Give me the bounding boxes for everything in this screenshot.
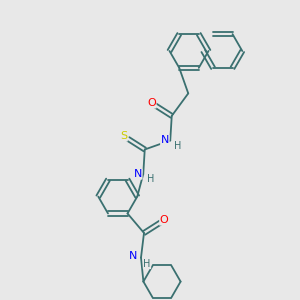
Text: S: S — [120, 131, 127, 141]
Text: H: H — [174, 141, 182, 151]
Text: N: N — [161, 136, 169, 146]
Text: H: H — [147, 175, 154, 184]
Text: O: O — [147, 98, 156, 108]
Text: N: N — [134, 169, 142, 179]
Text: O: O — [160, 215, 169, 225]
Text: H: H — [143, 259, 151, 269]
Text: N: N — [129, 251, 138, 261]
